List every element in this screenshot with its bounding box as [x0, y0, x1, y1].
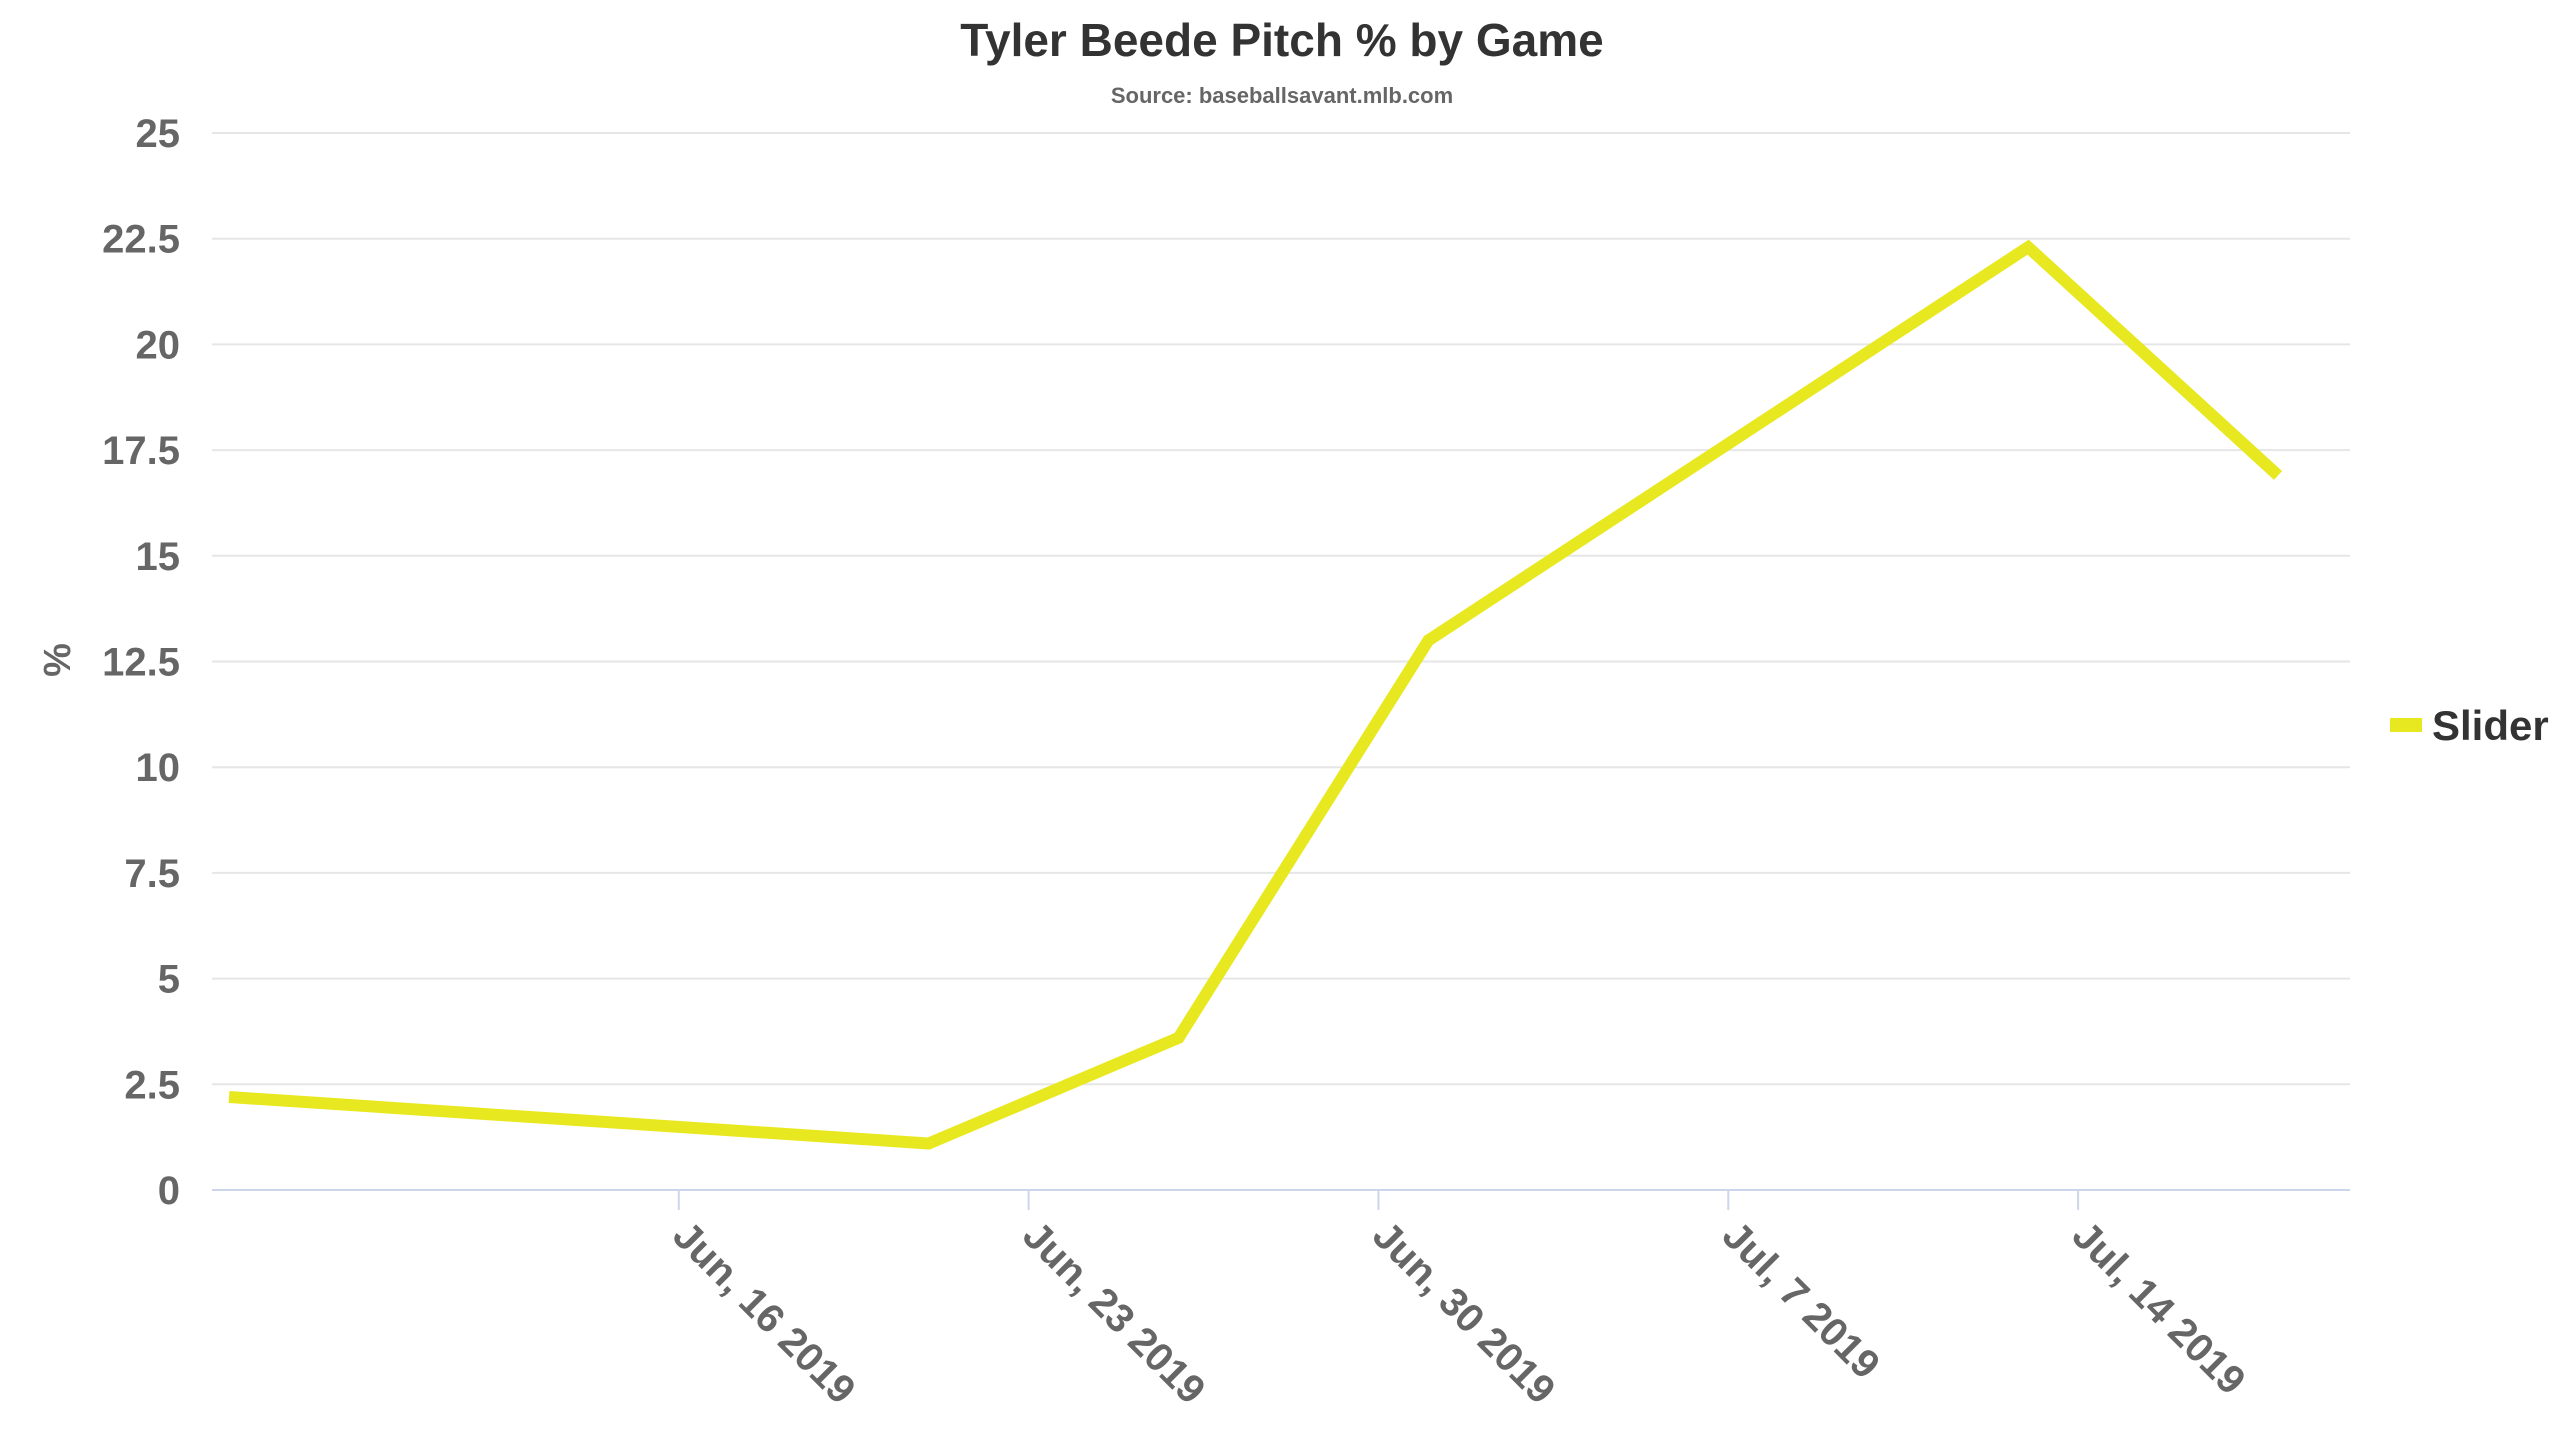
y-tick-label: 15: [136, 535, 181, 579]
x-tick-label: Jun, 23 2019: [1014, 1213, 1213, 1412]
y-tick-label: 2.5: [124, 1063, 180, 1107]
x-tick-label: Jun, 16 2019: [664, 1213, 863, 1412]
series-line-slider: [228, 239, 2283, 1150]
x-tick-label: Jun, 30 2019: [1364, 1213, 1563, 1412]
series-layer: [228, 239, 2283, 1150]
x-tick-label: Jul, 14 2019: [2064, 1213, 2254, 1403]
y-tick-label: 22.5: [102, 218, 180, 262]
y-tick-label: 20: [136, 323, 181, 367]
gridlines: [212, 132, 2350, 1191]
x-axis-ticks: Jun, 16 2019 Jun, 23 2019 Jun, 30 2019 Jul,…: [664, 1190, 2254, 1413]
y-axis-ticks: 0 2.5 5 7.5 10 12.5 15 17.5 20 22.5 25: [102, 112, 180, 1213]
y-tick-label: 0: [158, 1169, 180, 1213]
y-tick-label: 10: [136, 746, 181, 790]
y-tick-label: 17.5: [102, 429, 180, 473]
y-tick-label: 12.5: [102, 641, 180, 685]
chart-subtitle: Source: baseballsavant.mlb.com: [1111, 83, 1453, 108]
y-tick-label: 25: [136, 112, 181, 156]
y-tick-label: 5: [158, 958, 180, 1002]
legend[interactable]: Slider: [2390, 702, 2549, 749]
chart-title: Tyler Beede Pitch % by Game: [960, 14, 1603, 66]
y-axis-label: %: [37, 643, 79, 677]
y-tick-label: 7.5: [124, 852, 180, 896]
x-tick-label: Jul, 7 2019: [1714, 1213, 1888, 1387]
legend-label: Slider: [2432, 702, 2549, 749]
